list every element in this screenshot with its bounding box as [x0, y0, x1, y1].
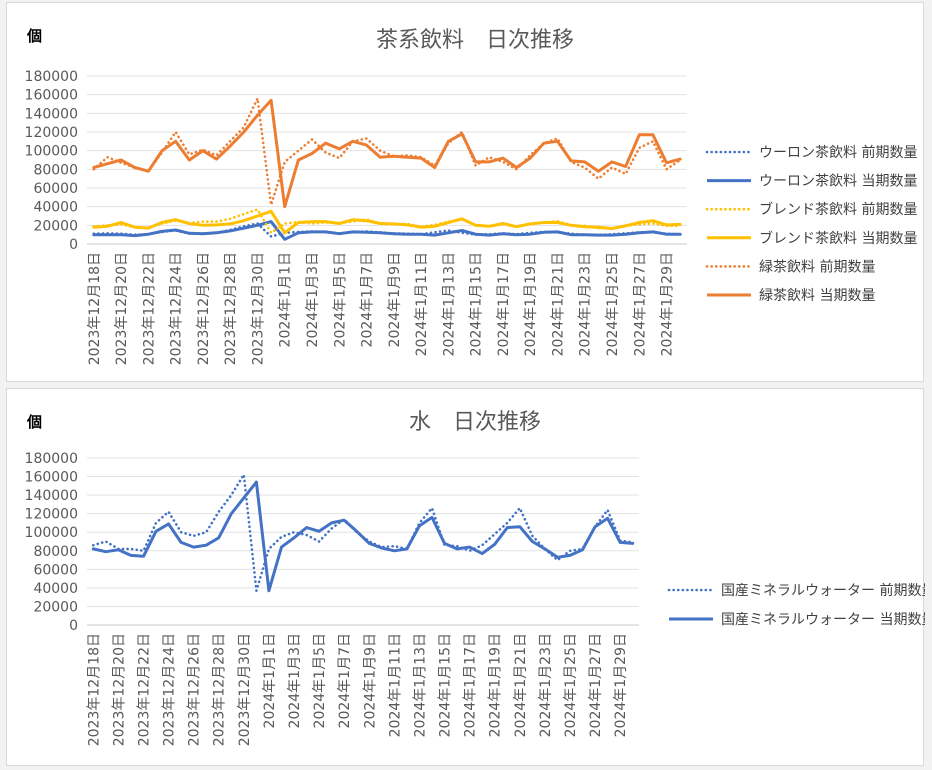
- x-tick-label: 2024年1月1日: [278, 252, 294, 347]
- y-tick-label: 160000: [25, 88, 78, 104]
- series-line: [92, 209, 682, 235]
- y-tick-label: 60000: [33, 181, 78, 197]
- x-tick-label: 2023年12月30日: [250, 252, 266, 365]
- water-chart-panel: 個 水 日次推移 0 20000 40000 60000 80000 100000 1200…: [6, 388, 925, 766]
- series-line: [91, 480, 635, 593]
- y-tick-label: 120000: [25, 125, 78, 141]
- y-tick-label: 40000: [33, 581, 78, 597]
- x-tick-label: 2024年1月17日: [496, 252, 512, 356]
- tea-chart-panel: 個 茶系飲料 日次推移 0 20000 40000 60000 80000 100000 1…: [6, 2, 924, 382]
- x-tick-label: 2024年1月29日: [660, 252, 676, 356]
- y-tick-label: 0: [69, 237, 78, 253]
- x-tick-label: 2024年1月23日: [538, 633, 554, 737]
- x-tick-label: 2023年12月22日: [141, 252, 157, 365]
- y-tick-label: 100000: [25, 525, 78, 541]
- x-tick-label: 2023年12月22日: [136, 633, 152, 746]
- x-tick-label: 2024年1月3日: [287, 633, 303, 728]
- y-tick-label: 80000: [33, 544, 78, 560]
- x-tick-label: 2024年1月25日: [605, 252, 621, 356]
- y-unit-label: 個: [26, 27, 42, 45]
- x-tick-label: 2024年1月15日: [438, 633, 454, 737]
- chart-title: 水 日次推移: [409, 410, 541, 435]
- x-tick-label: 2023年12月28日: [223, 252, 239, 365]
- y-tick-label: 180000: [25, 69, 78, 85]
- legend-entry: 緑茶飲料 当期数量: [759, 288, 875, 304]
- x-tick-label: 2024年1月21日: [550, 252, 566, 356]
- water-chart: 個 水 日次推移 0 20000 40000 60000 80000 100000 1200…: [25, 410, 925, 746]
- chart-title: 茶系飲料 日次推移: [376, 28, 574, 53]
- x-tick-label: 2023年12月20日: [114, 252, 130, 365]
- x-tick-label: 2023年12月30日: [237, 633, 253, 746]
- x-tick-label: 2024年1月1日: [262, 633, 278, 728]
- x-tick-label: 2024年1月5日: [332, 252, 348, 347]
- legend-entry: 緑茶飲料 前期数量: [759, 258, 875, 275]
- y-tick-label: 80000: [33, 162, 78, 178]
- y-tick-label: 60000: [33, 562, 78, 578]
- x-tick-label: 2023年12月20日: [111, 633, 127, 746]
- x-tick-label: 2024年1月5日: [312, 633, 328, 728]
- tea-chart: 個 茶系飲料 日次推移 0 20000 40000 60000 80000 100000 1…: [25, 27, 918, 365]
- legend-entry: ブレンド茶飲料 前期数量: [759, 201, 917, 218]
- y-tick-label: 160000: [25, 470, 78, 486]
- x-tick-label: 2023年12月18日: [86, 633, 102, 746]
- y-tick-label: 100000: [25, 144, 78, 160]
- y-tick-label: 20000: [33, 599, 78, 615]
- legend-entry: ウーロン茶飲料 当期数量: [759, 174, 917, 190]
- x-tick-label: 2023年12月26日: [196, 252, 212, 365]
- x-tick-label: 2024年1月9日: [362, 633, 378, 728]
- legend-entry: 国産ミネラルウォーター 前期数量: [721, 582, 925, 599]
- x-tick-label: 2024年1月27日: [632, 252, 648, 356]
- y-tick-label: 120000: [25, 507, 78, 523]
- x-tick-label: 2023年12月24日: [169, 252, 185, 365]
- x-tick-label: 2024年1月25日: [563, 633, 579, 737]
- x-tick-label: 2023年12月18日: [87, 252, 103, 365]
- legend-entry: ウーロン茶飲料 前期数量: [759, 144, 917, 161]
- x-tick-label: 2024年1月19日: [488, 633, 504, 737]
- x-tick-label: 2024年1月15日: [469, 252, 485, 356]
- x-tick-label: 2024年1月7日: [337, 633, 353, 728]
- x-tick-label: 2023年12月24日: [162, 633, 178, 746]
- y-tick-label: 180000: [25, 451, 78, 467]
- x-tick-label: 2024年1月23日: [578, 252, 594, 356]
- x-tick-label: 2024年1月13日: [441, 252, 457, 356]
- y-tick-label: 140000: [25, 106, 78, 122]
- series-line: [92, 98, 682, 209]
- legend-entry: ブレンド茶飲料 当期数量: [759, 230, 917, 247]
- x-tick-label: 2024年1月9日: [387, 252, 403, 347]
- x-tick-label: 2024年1月17日: [463, 633, 479, 737]
- y-unit-label: 個: [26, 413, 42, 431]
- x-tick-label: 2023年12月26日: [187, 633, 203, 746]
- x-tick-label: 2024年1月21日: [513, 633, 529, 737]
- x-tick-label: 2023年12月28日: [212, 633, 228, 746]
- series-line: [92, 97, 682, 207]
- x-tick-label: 2024年1月7日: [360, 252, 376, 347]
- x-tick-label: 2024年1月19日: [523, 252, 539, 356]
- x-tick-label: 2024年1月11日: [414, 252, 430, 356]
- y-tick-label: 140000: [25, 488, 78, 504]
- x-tick-label: 2024年1月3日: [305, 252, 321, 347]
- series-line: [92, 220, 682, 241]
- x-tick-label: 2024年1月11日: [387, 633, 403, 737]
- x-tick-label: 2024年1月27日: [588, 633, 604, 737]
- y-tick-label: 0: [69, 618, 78, 634]
- y-tick-label: 20000: [33, 218, 78, 234]
- y-tick-label: 40000: [33, 200, 78, 216]
- x-tick-label: 2024年1月29日: [613, 633, 629, 737]
- legend-entry: 国産ミネラルウォーター 当期数量: [721, 612, 925, 628]
- x-tick-label: 2024年1月13日: [412, 633, 428, 737]
